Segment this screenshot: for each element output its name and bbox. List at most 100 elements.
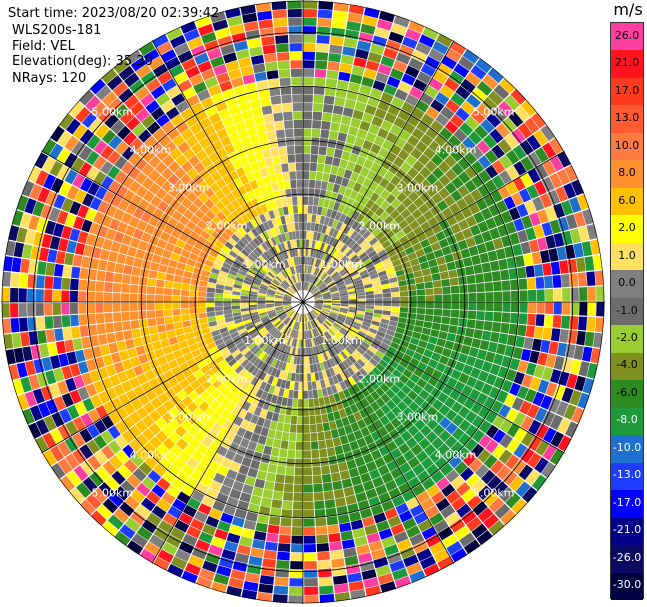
radar-gate	[265, 298, 275, 301]
radar-gate	[371, 241, 382, 250]
radar-gate	[119, 524, 136, 540]
radar-gate	[573, 345, 584, 360]
radar-gate	[355, 203, 365, 214]
radar-gate	[224, 540, 239, 553]
radar-gate	[118, 393, 131, 406]
radar-gate	[275, 294, 284, 298]
radar-gate	[461, 510, 477, 525]
radar-gate	[252, 334, 261, 342]
radar-gate	[449, 277, 459, 286]
radar-gate	[365, 384, 375, 394]
radar-gate	[431, 437, 444, 450]
radar-gate	[211, 171, 222, 182]
radar-gate	[274, 299, 283, 301]
radar-gate	[322, 306, 331, 310]
radar-gate	[191, 246, 201, 256]
radar-gate	[102, 354, 114, 367]
radar-gate	[341, 416, 350, 427]
radar-gate	[166, 329, 177, 339]
radar-gate	[354, 336, 363, 344]
radar-gate	[165, 323, 175, 331]
radar-gate	[47, 342, 58, 356]
radar-gate	[322, 234, 329, 243]
radar-gate	[219, 327, 229, 334]
radar-gate	[350, 475, 362, 486]
radar-gate	[212, 350, 222, 360]
radar-gate	[348, 467, 360, 478]
radar-gate	[38, 247, 50, 262]
radar-gate	[509, 475, 525, 492]
radar-gate	[386, 329, 396, 337]
radar-gate	[382, 292, 392, 298]
radar-gate	[550, 261, 561, 275]
radar-gate	[204, 104, 218, 117]
radar-gate	[498, 404, 511, 418]
radar-gate	[296, 339, 300, 348]
radar-gate	[320, 379, 326, 389]
radar-gate	[282, 206, 289, 216]
radar-gate	[416, 378, 428, 389]
radar-gate	[196, 576, 213, 589]
radar-gate	[470, 401, 483, 415]
radar-gate	[121, 320, 132, 331]
radar-gate	[82, 397, 95, 412]
radar-gate	[260, 497, 272, 508]
radar-gate	[246, 393, 255, 404]
radar-gate	[261, 253, 269, 262]
radar-gate	[27, 317, 37, 331]
radar-gate	[234, 338, 243, 346]
radar-gate	[278, 225, 285, 234]
radar-gate	[529, 376, 542, 391]
radar-gate	[504, 393, 517, 408]
radar-gate	[460, 100, 476, 115]
radar-gate	[542, 444, 557, 461]
radar-gate	[156, 404, 168, 417]
radar-gate	[294, 321, 298, 330]
radar-gate	[337, 167, 346, 177]
radar-gate	[308, 196, 314, 206]
radar-gate	[328, 283, 336, 289]
radar-gate	[313, 492, 324, 501]
radar-gate	[129, 411, 142, 425]
radar-gate	[339, 223, 347, 233]
radar-gate	[66, 351, 78, 365]
radar-gate	[212, 19, 229, 32]
radar-gate	[499, 77, 516, 94]
radar-gate	[87, 269, 98, 281]
radar-gate	[504, 94, 520, 111]
radar-gate	[235, 167, 246, 178]
radar-gate	[32, 201, 45, 217]
radar-gate	[167, 564, 184, 578]
radar-gate	[258, 132, 268, 143]
radar-gate	[271, 246, 278, 255]
radar-gate	[256, 195, 265, 206]
radar-gate	[358, 226, 368, 236]
radar-gate	[569, 197, 582, 213]
radar-gate	[375, 484, 388, 496]
radar-gate	[492, 237, 504, 250]
radar-gate	[340, 270, 349, 277]
radar-gate	[365, 246, 375, 255]
radar-gate	[360, 324, 370, 331]
radar-gate	[328, 358, 336, 367]
radar-gate	[330, 309, 339, 314]
radar-gate	[206, 297, 215, 302]
radar-gate	[190, 518, 205, 531]
radar-gate	[93, 171, 107, 186]
radar-gate	[113, 104, 129, 119]
radar-gate	[412, 384, 423, 395]
radar-gate	[487, 475, 502, 491]
radar-gate	[214, 355, 225, 364]
radar-gate	[402, 142, 415, 154]
radar-gate	[356, 155, 367, 167]
radar-gate	[247, 364, 256, 374]
radar-gate	[47, 249, 58, 263]
radar-gate	[330, 472, 341, 482]
radar-gate	[59, 408, 72, 424]
radar-gate	[160, 338, 170, 348]
radar-gate	[267, 78, 280, 88]
radar-gate	[214, 306, 224, 312]
radar-gate	[266, 165, 276, 176]
radar-gate	[517, 122, 533, 139]
radar-gate	[527, 168, 541, 184]
